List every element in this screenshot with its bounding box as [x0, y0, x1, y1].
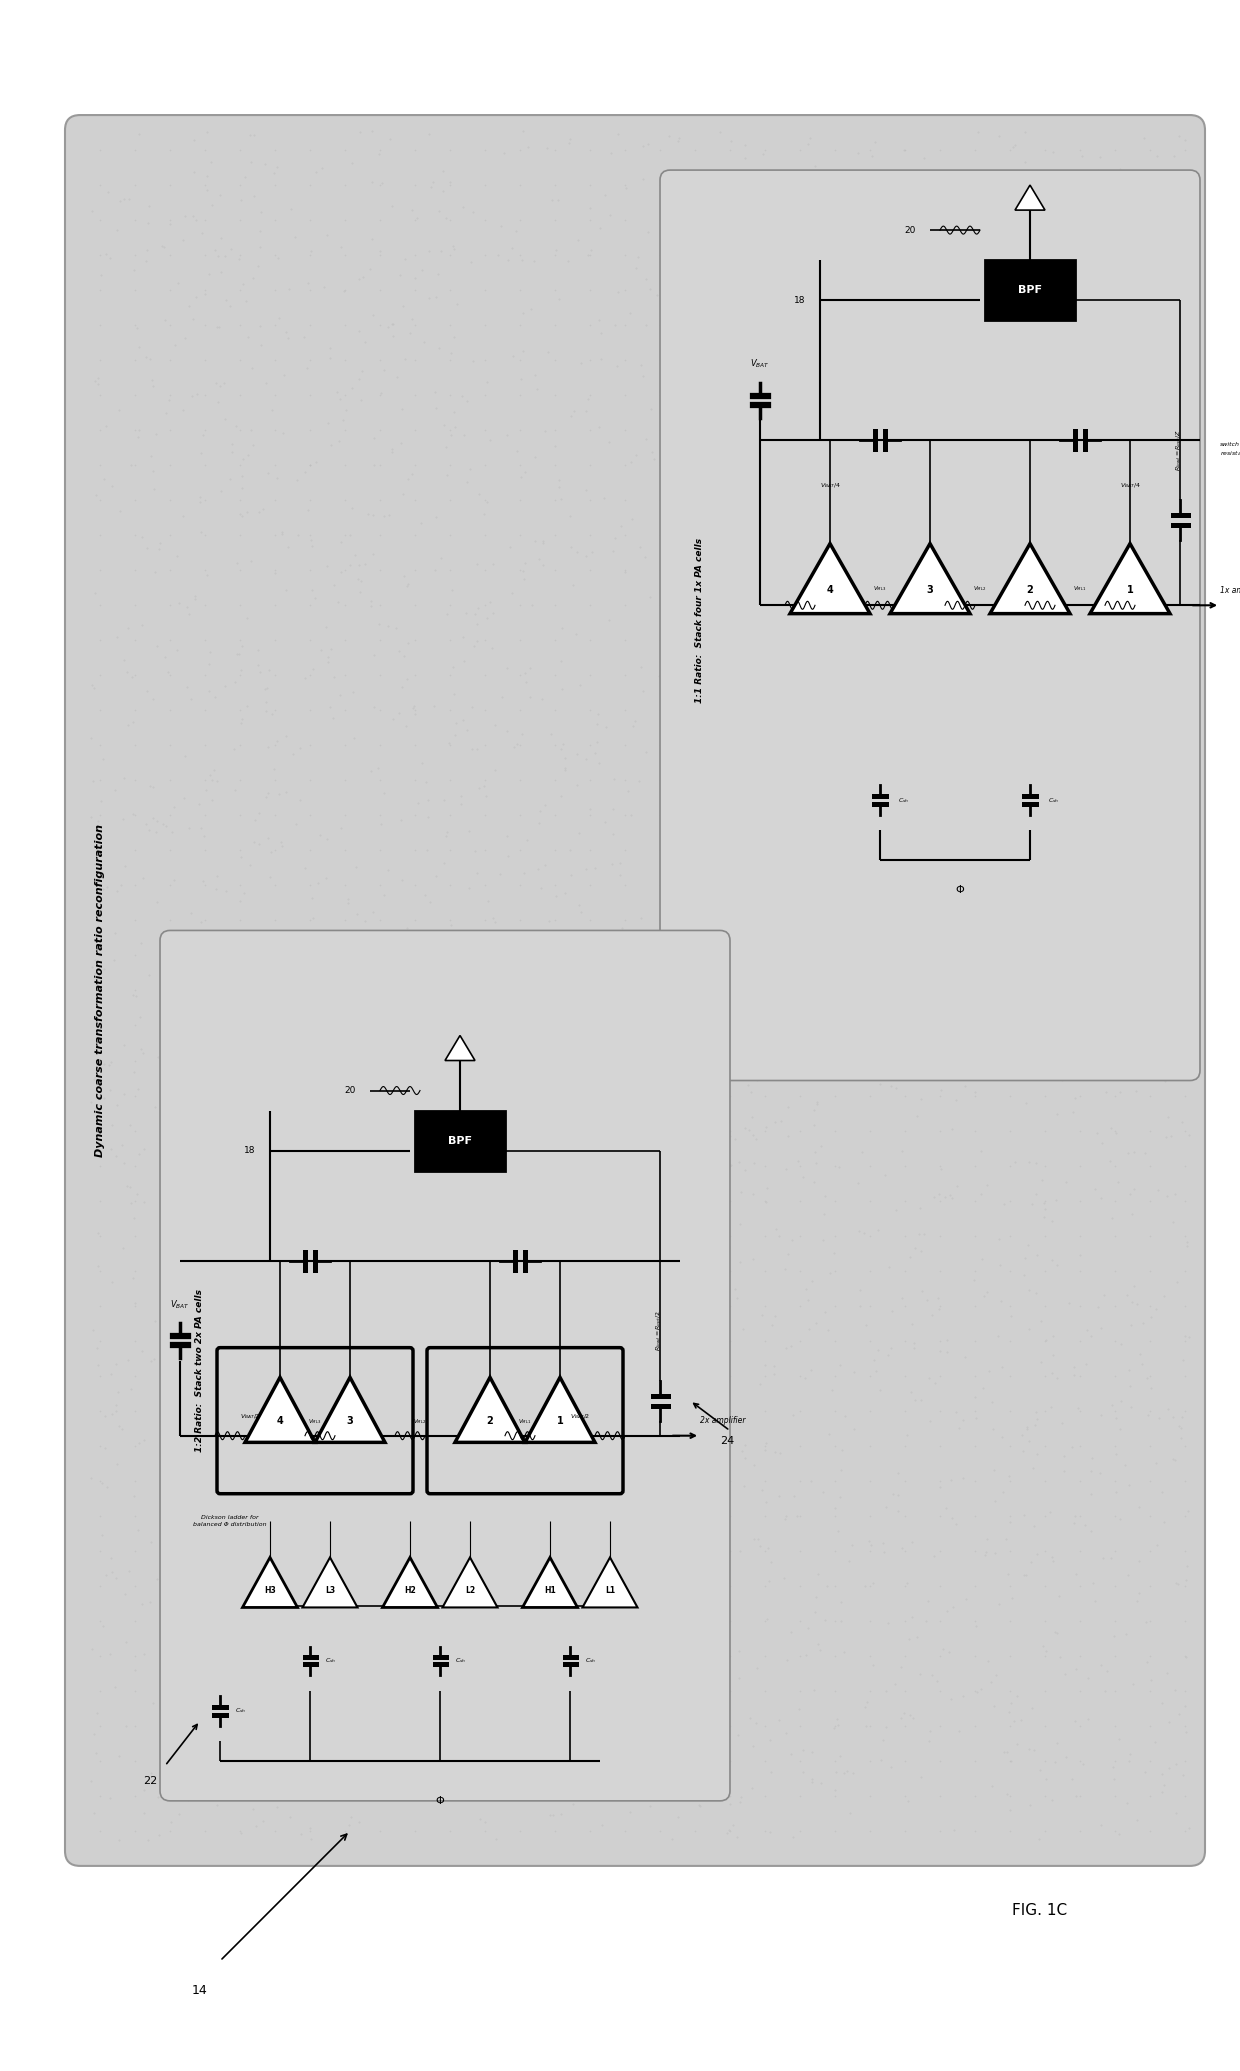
- Polygon shape: [315, 1377, 384, 1441]
- Text: 1:2 Ratio:  Stack two 2x PA cells: 1:2 Ratio: Stack two 2x PA cells: [196, 1288, 205, 1452]
- Polygon shape: [243, 1557, 298, 1607]
- Polygon shape: [445, 1036, 475, 1060]
- Text: H2: H2: [404, 1586, 415, 1595]
- Text: $C_{sh}$: $C_{sh}$: [325, 1657, 336, 1665]
- Text: FIG. 1C: FIG. 1C: [1012, 1903, 1068, 1918]
- Text: $V_{ML2}$: $V_{ML2}$: [413, 1417, 427, 1425]
- Text: Dickson ladder for
balanced Φ distribution: Dickson ladder for balanced Φ distributi…: [193, 1514, 267, 1526]
- Text: switch
resistance, $R_{sw}$: switch resistance, $R_{sw}$: [1220, 441, 1240, 458]
- Polygon shape: [890, 543, 970, 613]
- Polygon shape: [522, 1557, 578, 1607]
- Text: 1: 1: [557, 1417, 563, 1425]
- Text: 14: 14: [192, 1984, 208, 1996]
- Text: BPF: BPF: [1018, 286, 1042, 296]
- Text: 3: 3: [926, 586, 934, 594]
- FancyBboxPatch shape: [160, 930, 730, 1802]
- Polygon shape: [455, 1377, 525, 1441]
- Polygon shape: [525, 1377, 595, 1441]
- FancyBboxPatch shape: [660, 170, 1200, 1081]
- Text: H3: H3: [264, 1586, 275, 1595]
- Text: Dynamic coarse transformation ratio reconfiguration: Dynamic coarse transformation ratio reco…: [95, 824, 105, 1158]
- Text: $C_{sh}$: $C_{sh}$: [898, 795, 909, 806]
- Text: $V_{BAT}/2$: $V_{BAT}/2$: [570, 1412, 590, 1421]
- Text: 24: 24: [720, 1435, 734, 1446]
- Text: $C_{sh}$: $C_{sh}$: [585, 1657, 596, 1665]
- Polygon shape: [382, 1557, 438, 1607]
- Text: $C_{sh}$: $C_{sh}$: [236, 1707, 246, 1715]
- Text: 20: 20: [904, 226, 915, 234]
- Text: L3: L3: [325, 1586, 335, 1595]
- FancyBboxPatch shape: [64, 116, 1205, 1866]
- Text: 1x amplifier: 1x amplifier: [1220, 586, 1240, 594]
- Polygon shape: [990, 543, 1070, 613]
- Text: $V_{BAT}/4$: $V_{BAT}/4$: [1120, 480, 1141, 491]
- Text: L2: L2: [465, 1586, 475, 1595]
- Text: $V_{ML3}$: $V_{ML3}$: [873, 584, 887, 592]
- Polygon shape: [790, 543, 870, 613]
- Text: $R_{load}=R_{opt}/Z$: $R_{load}=R_{opt}/Z$: [1176, 429, 1185, 470]
- Text: 18: 18: [795, 296, 806, 304]
- Text: 3: 3: [347, 1417, 353, 1425]
- Polygon shape: [246, 1377, 315, 1441]
- Text: 18: 18: [244, 1145, 255, 1156]
- Text: Φ: Φ: [956, 886, 965, 895]
- Text: $C_{sh}$: $C_{sh}$: [455, 1657, 466, 1665]
- Text: $V_{BAT}/2$: $V_{BAT}/2$: [239, 1412, 260, 1421]
- Text: 4: 4: [277, 1417, 284, 1425]
- Text: L1: L1: [605, 1586, 615, 1595]
- Bar: [415, 1110, 505, 1170]
- Text: $V_{ML2}$: $V_{ML2}$: [973, 584, 987, 592]
- Text: 2x amplifier: 2x amplifier: [701, 1417, 745, 1425]
- Polygon shape: [443, 1557, 497, 1607]
- Text: $V_{BAT}$: $V_{BAT}$: [750, 358, 770, 371]
- Text: $V_{BAT}$: $V_{BAT}$: [170, 1299, 190, 1311]
- Text: 4: 4: [827, 586, 833, 594]
- Polygon shape: [1090, 543, 1171, 613]
- Text: 22: 22: [143, 1775, 157, 1785]
- Text: 2: 2: [1027, 586, 1033, 594]
- Text: 1: 1: [1127, 586, 1133, 594]
- Text: 2: 2: [486, 1417, 494, 1425]
- Bar: [985, 261, 1075, 321]
- Polygon shape: [583, 1557, 637, 1607]
- Text: $V_{ML3}$: $V_{ML3}$: [309, 1417, 321, 1425]
- Text: $V_{ML1}$: $V_{ML1}$: [1074, 584, 1086, 592]
- Polygon shape: [1016, 184, 1045, 209]
- Text: 20: 20: [345, 1085, 356, 1096]
- Text: 1:1 Ratio:  Stack four 1x PA cells: 1:1 Ratio: Stack four 1x PA cells: [696, 538, 704, 702]
- Text: H1: H1: [544, 1586, 556, 1595]
- Text: $C_{sh}$: $C_{sh}$: [1048, 795, 1059, 806]
- Text: $R_{load}=R_{opt}/2$: $R_{load}=R_{opt}/2$: [655, 1311, 665, 1350]
- Text: BPF: BPF: [448, 1135, 472, 1145]
- Text: Φ: Φ: [435, 1796, 444, 1806]
- Text: $V_{BAT}/4$: $V_{BAT}/4$: [820, 480, 841, 491]
- Polygon shape: [303, 1557, 357, 1607]
- Text: $V_{ML1}$: $V_{ML1}$: [518, 1417, 532, 1425]
